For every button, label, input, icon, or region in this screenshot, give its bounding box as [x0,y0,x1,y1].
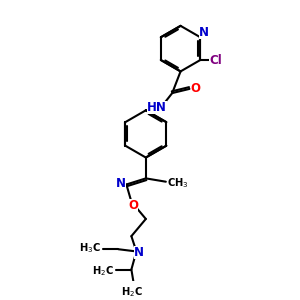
Text: H$_3$C: H$_3$C [79,241,101,255]
Text: N: N [116,177,126,190]
Text: O: O [190,82,201,95]
Text: N: N [134,246,144,259]
Text: Cl: Cl [209,53,222,67]
Text: CH$_3$: CH$_3$ [167,176,189,190]
Text: N: N [199,26,208,39]
Text: O: O [128,199,138,212]
Text: HN: HN [147,101,167,114]
Text: H$_2$C: H$_2$C [121,285,143,299]
Text: H$_2$C: H$_2$C [92,264,114,278]
